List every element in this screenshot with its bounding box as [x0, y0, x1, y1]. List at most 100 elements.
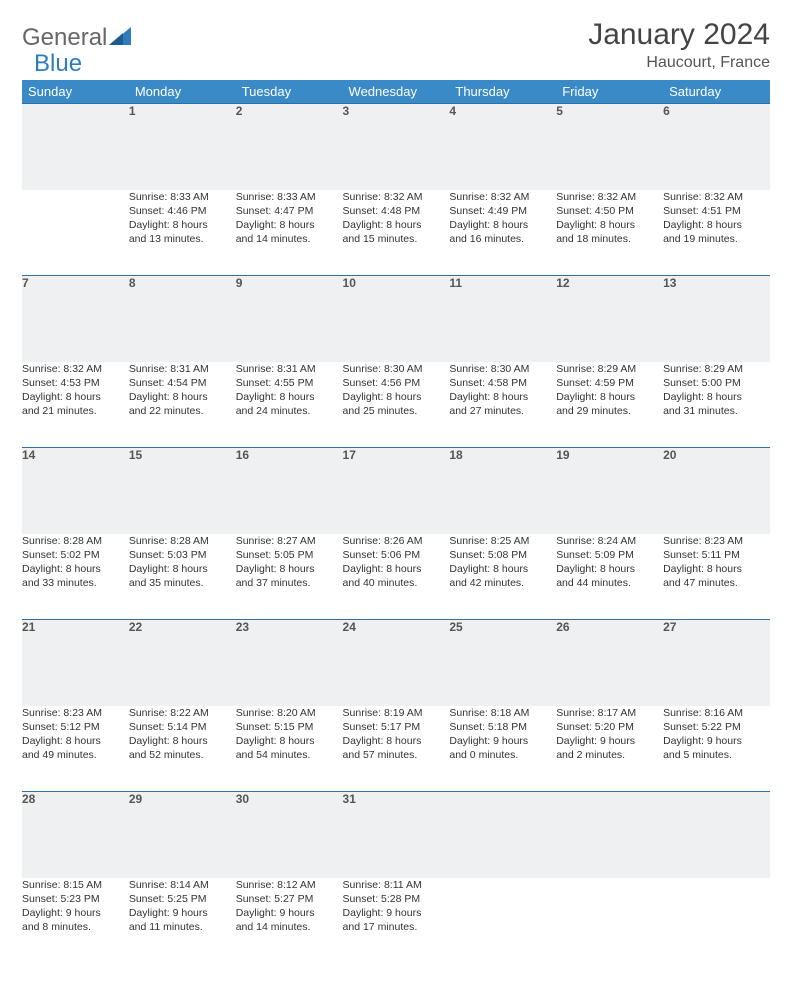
day-number: 31 — [343, 792, 450, 878]
day-number: 14 — [22, 448, 129, 534]
day-cell: Sunrise: 8:18 AMSunset: 5:18 PMDaylight:… — [449, 706, 556, 792]
location: Haucourt, France — [588, 54, 770, 72]
day2-text: and 27 minutes. — [449, 404, 556, 418]
day-number: 1 — [129, 104, 236, 190]
day-header: Monday — [129, 80, 236, 104]
day-info-row: Sunrise: 8:33 AMSunset: 4:46 PMDaylight:… — [22, 190, 770, 276]
logo-text-general: General — [22, 24, 107, 52]
day2-text: and 37 minutes. — [236, 576, 343, 590]
sunset-text: Sunset: 4:49 PM — [449, 204, 556, 218]
day1-text: Daylight: 8 hours — [556, 218, 663, 232]
day-cell: Sunrise: 8:22 AMSunset: 5:14 PMDaylight:… — [129, 706, 236, 792]
day2-text: and 0 minutes. — [449, 748, 556, 762]
sunset-text: Sunset: 5:18 PM — [449, 720, 556, 734]
day-header: Friday — [556, 80, 663, 104]
day2-text: and 47 minutes. — [663, 576, 770, 590]
day1-text: Daylight: 8 hours — [663, 562, 770, 576]
sunset-text: Sunset: 4:56 PM — [343, 376, 450, 390]
day-cell: Sunrise: 8:31 AMSunset: 4:55 PMDaylight:… — [236, 362, 343, 448]
day-cell — [22, 190, 129, 276]
day-cell: Sunrise: 8:23 AMSunset: 5:11 PMDaylight:… — [663, 534, 770, 620]
day-cell — [663, 878, 770, 964]
day-number: 7 — [22, 276, 129, 362]
day2-text: and 8 minutes. — [22, 920, 129, 934]
sunset-text: Sunset: 5:14 PM — [129, 720, 236, 734]
logo: General — [22, 18, 131, 52]
day-number-row: 78910111213 — [22, 276, 770, 362]
day-cell: Sunrise: 8:30 AMSunset: 4:56 PMDaylight:… — [343, 362, 450, 448]
day-header-row: Sunday Monday Tuesday Wednesday Thursday… — [22, 80, 770, 104]
day2-text: and 21 minutes. — [22, 404, 129, 418]
sunrise-text: Sunrise: 8:23 AM — [663, 534, 770, 548]
sunset-text: Sunset: 5:11 PM — [663, 548, 770, 562]
sunset-text: Sunset: 5:05 PM — [236, 548, 343, 562]
logo-text-blue: Blue — [34, 50, 82, 78]
day-cell: Sunrise: 8:11 AMSunset: 5:28 PMDaylight:… — [343, 878, 450, 964]
day2-text: and 54 minutes. — [236, 748, 343, 762]
day-cell: Sunrise: 8:29 AMSunset: 5:00 PMDaylight:… — [663, 362, 770, 448]
day-info-row: Sunrise: 8:32 AMSunset: 4:53 PMDaylight:… — [22, 362, 770, 448]
day2-text: and 18 minutes. — [556, 232, 663, 246]
day-number: 25 — [449, 620, 556, 706]
sunrise-text: Sunrise: 8:31 AM — [236, 362, 343, 376]
sunset-text: Sunset: 5:20 PM — [556, 720, 663, 734]
day-header: Saturday — [663, 80, 770, 104]
day1-text: Daylight: 8 hours — [556, 562, 663, 576]
day-header: Sunday — [22, 80, 129, 104]
logo-sail-icon — [109, 27, 131, 45]
day1-text: Daylight: 8 hours — [22, 562, 129, 576]
day2-text: and 22 minutes. — [129, 404, 236, 418]
sunrise-text: Sunrise: 8:30 AM — [343, 362, 450, 376]
day-cell: Sunrise: 8:28 AMSunset: 5:02 PMDaylight:… — [22, 534, 129, 620]
day-number: 17 — [343, 448, 450, 534]
day2-text: and 44 minutes. — [556, 576, 663, 590]
sunset-text: Sunset: 5:06 PM — [343, 548, 450, 562]
sunset-text: Sunset: 5:02 PM — [22, 548, 129, 562]
day1-text: Daylight: 8 hours — [236, 390, 343, 404]
day-cell: Sunrise: 8:29 AMSunset: 4:59 PMDaylight:… — [556, 362, 663, 448]
day-number-row: 14151617181920 — [22, 448, 770, 534]
sunrise-text: Sunrise: 8:33 AM — [129, 190, 236, 204]
day-number-row: 28293031 — [22, 792, 770, 878]
day-cell: Sunrise: 8:32 AMSunset: 4:50 PMDaylight:… — [556, 190, 663, 276]
day2-text: and 33 minutes. — [22, 576, 129, 590]
sunset-text: Sunset: 5:00 PM — [663, 376, 770, 390]
sunset-text: Sunset: 5:27 PM — [236, 892, 343, 906]
day-cell: Sunrise: 8:17 AMSunset: 5:20 PMDaylight:… — [556, 706, 663, 792]
sunset-text: Sunset: 5:17 PM — [343, 720, 450, 734]
sunset-text: Sunset: 4:51 PM — [663, 204, 770, 218]
day-cell: Sunrise: 8:28 AMSunset: 5:03 PMDaylight:… — [129, 534, 236, 620]
day-cell: Sunrise: 8:32 AMSunset: 4:48 PMDaylight:… — [343, 190, 450, 276]
day1-text: Daylight: 8 hours — [343, 562, 450, 576]
day2-text: and 52 minutes. — [129, 748, 236, 762]
day2-text: and 40 minutes. — [343, 576, 450, 590]
day-cell — [556, 878, 663, 964]
day-number: 18 — [449, 448, 556, 534]
day-number — [449, 792, 556, 878]
day2-text: and 17 minutes. — [343, 920, 450, 934]
day-number: 30 — [236, 792, 343, 878]
day1-text: Daylight: 8 hours — [129, 390, 236, 404]
day1-text: Daylight: 8 hours — [663, 218, 770, 232]
day-number: 10 — [343, 276, 450, 362]
day-number: 13 — [663, 276, 770, 362]
day1-text: Daylight: 8 hours — [22, 390, 129, 404]
sunrise-text: Sunrise: 8:32 AM — [663, 190, 770, 204]
sunset-text: Sunset: 4:55 PM — [236, 376, 343, 390]
day-number: 22 — [129, 620, 236, 706]
day1-text: Daylight: 8 hours — [449, 562, 556, 576]
day-number: 5 — [556, 104, 663, 190]
day2-text: and 11 minutes. — [129, 920, 236, 934]
sunset-text: Sunset: 4:50 PM — [556, 204, 663, 218]
day-number — [556, 792, 663, 878]
sunset-text: Sunset: 5:12 PM — [22, 720, 129, 734]
sunset-text: Sunset: 4:54 PM — [129, 376, 236, 390]
day-number: 29 — [129, 792, 236, 878]
day2-text: and 29 minutes. — [556, 404, 663, 418]
header: General January 2024 Haucourt, France — [22, 18, 770, 72]
day2-text: and 2 minutes. — [556, 748, 663, 762]
sunset-text: Sunset: 4:58 PM — [449, 376, 556, 390]
day-number: 8 — [129, 276, 236, 362]
sunrise-text: Sunrise: 8:31 AM — [129, 362, 236, 376]
day1-text: Daylight: 9 hours — [129, 906, 236, 920]
